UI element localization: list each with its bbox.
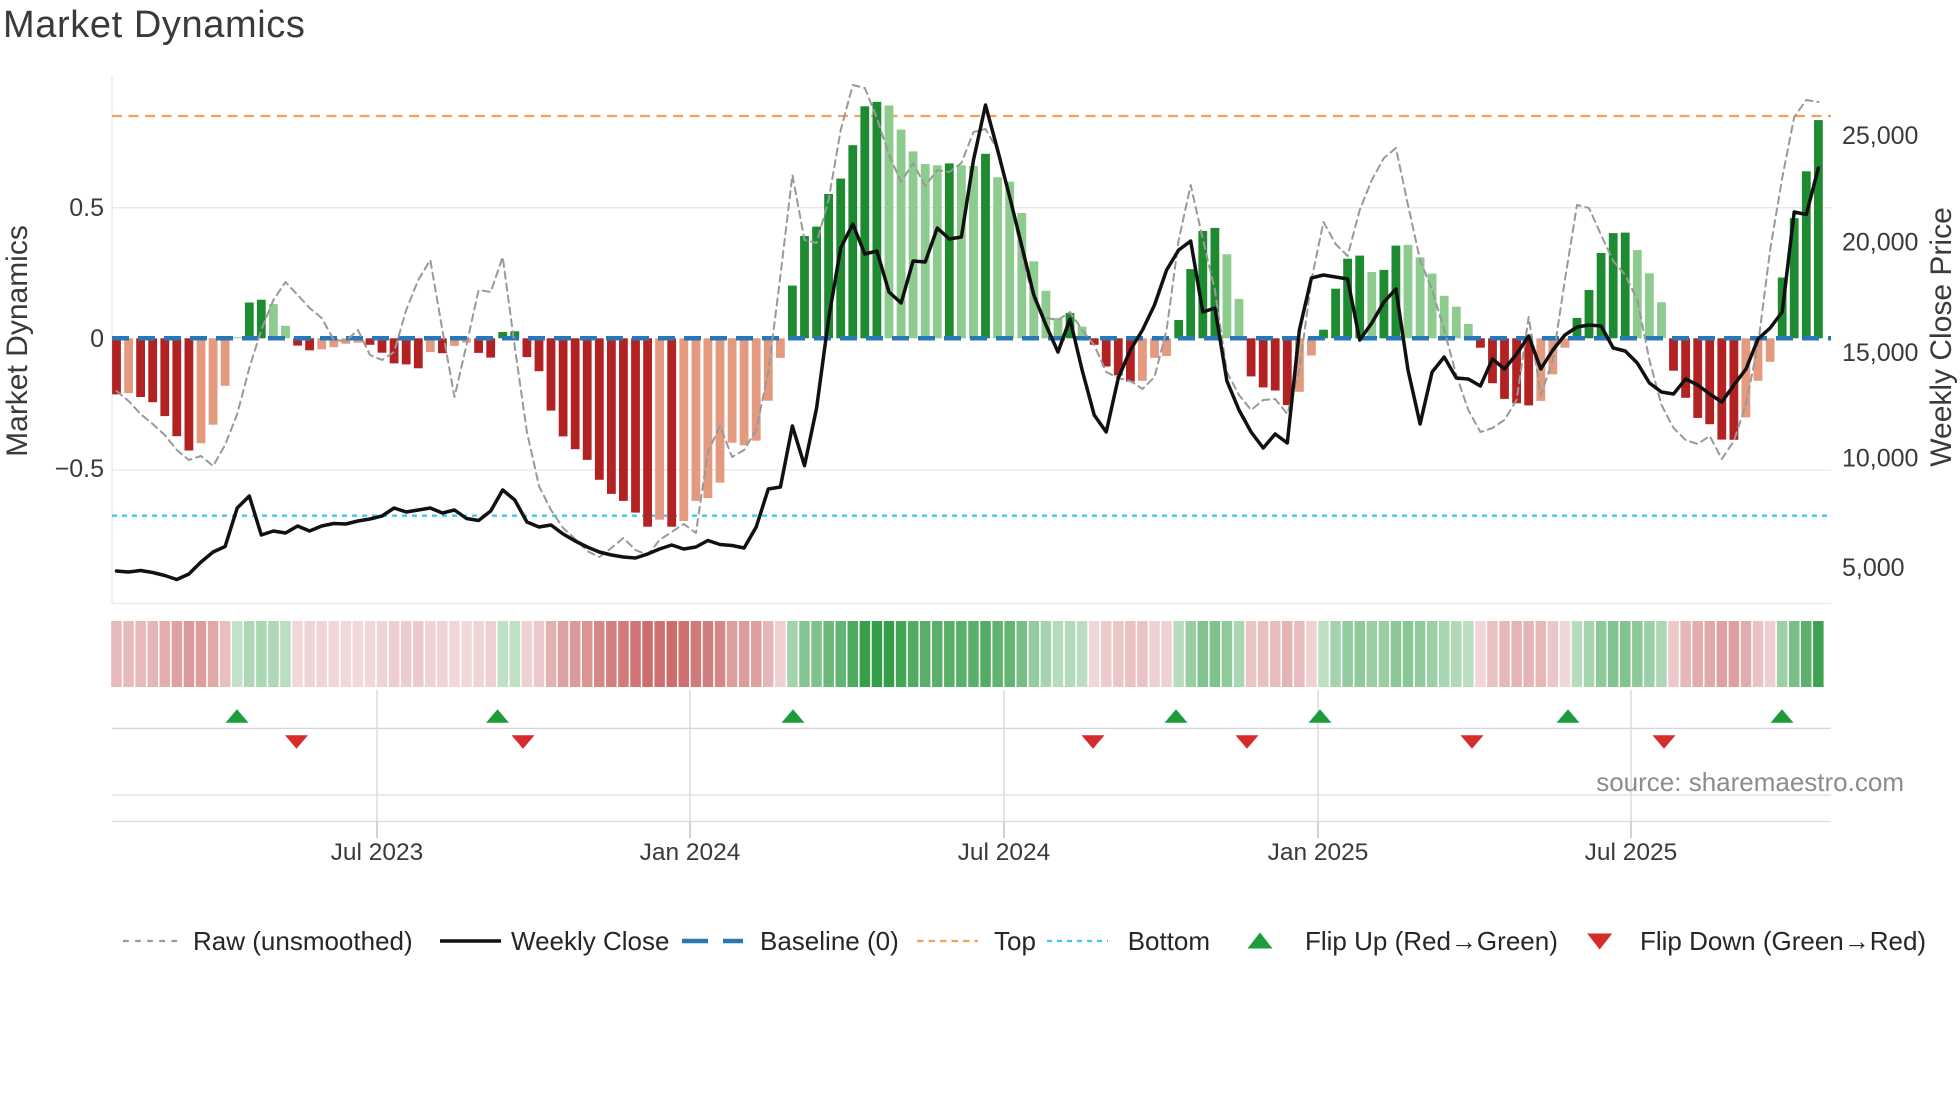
svg-text:Jul 2024: Jul 2024: [958, 839, 1051, 866]
svg-text:Jan 2024: Jan 2024: [640, 839, 741, 866]
svg-text:10,000: 10,000: [1842, 445, 1918, 473]
svg-text:Baseline (0): Baseline (0): [760, 926, 899, 956]
svg-text:Weekly Close: Weekly Close: [511, 926, 669, 956]
svg-text:20,000: 20,000: [1842, 229, 1918, 257]
svg-text:source: sharemaestro.com: source: sharemaestro.com: [1596, 767, 1904, 797]
svg-text:Top: Top: [994, 926, 1036, 956]
svg-text:−0.5: −0.5: [55, 455, 104, 483]
svg-text:Weekly Close Price: Weekly Close Price: [1925, 207, 1958, 467]
svg-text:Jul 2025: Jul 2025: [1585, 839, 1678, 866]
svg-text:5,000: 5,000: [1842, 554, 1905, 582]
svg-text:Jul 2023: Jul 2023: [331, 839, 424, 866]
svg-text:Flip Down (Green→Red): Flip Down (Green→Red): [1640, 926, 1926, 956]
svg-text:15,000: 15,000: [1842, 339, 1918, 367]
svg-text:Market Dynamics: Market Dynamics: [3, 4, 306, 46]
svg-text:Raw (unsmoothed): Raw (unsmoothed): [193, 926, 413, 956]
svg-text:0.5: 0.5: [69, 194, 104, 222]
svg-text:Market Dynamics: Market Dynamics: [1, 225, 34, 457]
svg-text:Jan 2025: Jan 2025: [1268, 839, 1369, 866]
svg-text:Flip Up (Red→Green): Flip Up (Red→Green): [1305, 926, 1558, 956]
svg-text:0: 0: [90, 325, 104, 353]
svg-text:Bottom: Bottom: [1128, 926, 1210, 956]
svg-text:25,000: 25,000: [1842, 122, 1918, 150]
